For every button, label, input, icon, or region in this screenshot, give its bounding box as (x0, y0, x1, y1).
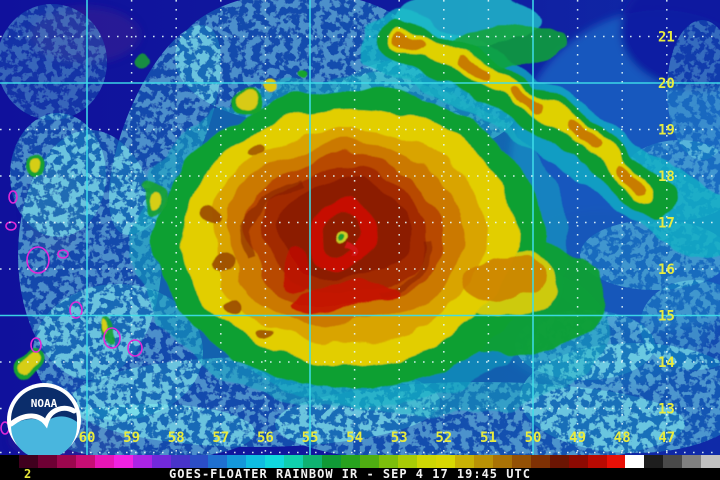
color-scale-cell (360, 455, 380, 468)
color-scale-cell (568, 455, 588, 468)
noaa-logo: NOAA (7, 383, 81, 455)
lat-label-15: 15 (658, 309, 675, 325)
lon-label-52: 52 (435, 430, 452, 446)
color-scale-cell (625, 455, 645, 468)
caption-bar: 2 GOES-FLOATER RAINBOW IR - SEP 4 17 19:… (0, 467, 720, 480)
lon-label-53: 53 (391, 430, 408, 446)
lon-label-54: 54 (346, 430, 363, 446)
color-scale-cell (208, 455, 228, 468)
lat-label-20: 20 (658, 76, 675, 92)
channel-number: 2 (24, 467, 32, 480)
color-scale-cell (473, 455, 493, 468)
lon-label-49: 49 (569, 430, 586, 446)
lat-label-16: 16 (658, 262, 675, 278)
lon-label-56: 56 (257, 430, 274, 446)
color-scale-cell (606, 455, 626, 468)
color-scale-cell (37, 455, 57, 468)
color-scale-cell (56, 455, 76, 468)
color-scale-cell (454, 455, 474, 468)
noaa-logo-text: NOAA (31, 397, 58, 410)
color-scale-cell (151, 455, 171, 468)
lat-label-13: 13 (658, 402, 675, 418)
color-scale-cell (265, 455, 285, 468)
color-scale-cell (682, 455, 702, 468)
lat-label-19: 19 (658, 123, 675, 139)
color-scale-cell (246, 455, 266, 468)
lat-label-21: 21 (658, 30, 675, 46)
color-scale-cell (113, 455, 133, 468)
color-scale-cell (379, 455, 399, 468)
lon-label-59: 59 (123, 430, 140, 446)
color-scale-cell (132, 455, 152, 468)
lon-label-50: 50 (525, 430, 542, 446)
color-scale-cell (0, 455, 19, 468)
lon-label-47: 47 (658, 430, 675, 446)
color-scale-cell (530, 455, 550, 468)
color-scale-cell (435, 455, 455, 468)
color-scale-cell (322, 455, 342, 468)
color-scale-cell (416, 455, 436, 468)
color-scale-cell (492, 455, 512, 468)
lon-label-60: 60 (79, 430, 96, 446)
ir-color-scale (0, 455, 720, 468)
latlon-grid-overlay: 60 59 58 57 56 55 54 53 52 51 50 49 48 47 21 20 19 18 17 16… (0, 0, 720, 455)
color-scale-cell (398, 455, 417, 468)
lon-label-51: 51 (480, 430, 497, 446)
noaa-logo-sea (11, 416, 77, 455)
cloud-speckle-field (0, 0, 720, 455)
noaa-logo-gull-icon (8, 405, 77, 429)
satellite-image: 60 59 58 57 56 55 54 53 52 51 50 49 48 47 21 20 19 18 17 16… (0, 0, 720, 455)
color-scale-cell (549, 455, 569, 468)
color-scale-cell (663, 455, 683, 468)
color-scale-cell (511, 455, 531, 468)
lon-label-48: 48 (614, 430, 631, 446)
lat-label-14: 14 (658, 355, 675, 371)
color-scale-cell (227, 455, 247, 468)
hurricane (134, 0, 720, 415)
color-scale-cell (189, 455, 209, 468)
color-scale-cell (303, 455, 323, 468)
color-scale-cell (75, 455, 95, 468)
color-scale-cell (170, 455, 190, 468)
lon-label-55: 55 (302, 430, 319, 446)
color-scale-cell (341, 455, 361, 468)
color-scale-cell (644, 455, 664, 468)
lon-label-58: 58 (168, 430, 185, 446)
color-scale-cell (94, 455, 114, 468)
lon-label-57: 57 (212, 430, 229, 446)
color-scale-cell (18, 455, 38, 468)
caption-text: GOES-FLOATER RAINBOW IR - SEP 4 17 19:45… (169, 467, 531, 480)
color-scale-cell (284, 455, 304, 468)
lat-label-18: 18 (658, 169, 675, 185)
color-scale-cell (587, 455, 607, 468)
lat-label-17: 17 (658, 216, 675, 232)
color-scale-cell (701, 455, 720, 468)
